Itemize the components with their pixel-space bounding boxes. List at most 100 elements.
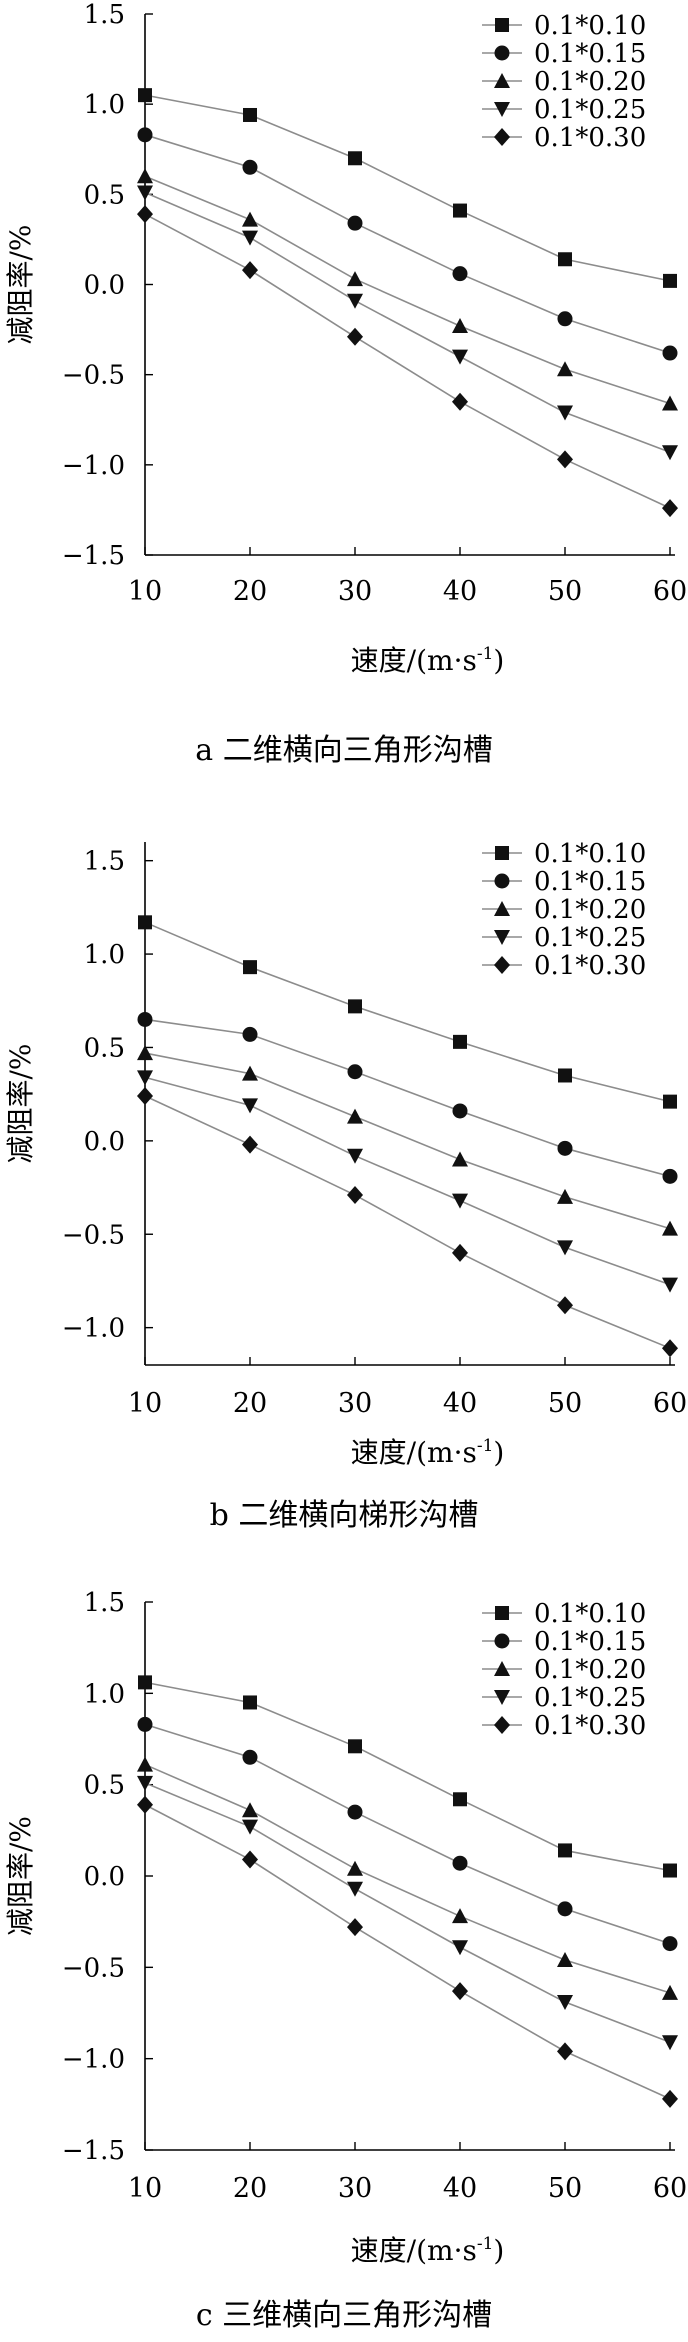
data-point <box>452 1193 468 1209</box>
series-line <box>144 1681 671 1872</box>
x-tick-label: 30 <box>338 576 372 607</box>
data-point <box>452 317 468 333</box>
legend-item: 0.1*0.10 <box>482 1599 646 1629</box>
data-point <box>452 1243 468 1262</box>
data-point <box>558 1068 572 1083</box>
data-point <box>662 1339 678 1358</box>
data-point <box>453 1792 467 1807</box>
series-line <box>144 1782 671 2043</box>
y-tick-label: 0.5 <box>84 1771 125 1801</box>
legend-label: 0.1*0.10 <box>534 1599 646 1629</box>
data-point <box>348 1739 362 1754</box>
data-point <box>452 1908 468 1924</box>
x-tick-label: 50 <box>548 1388 582 1419</box>
data-point <box>137 127 153 143</box>
y-axis-label: 减阻率/% <box>4 1816 37 1936</box>
data-point <box>347 1804 363 1820</box>
x-tick-label: 10 <box>128 576 162 607</box>
series-line <box>144 175 671 405</box>
data-point <box>347 1064 363 1080</box>
data-point <box>348 999 362 1014</box>
series-line <box>144 1763 671 1994</box>
data-point <box>453 1034 467 1049</box>
data-point <box>137 1795 153 1814</box>
legend-marker <box>494 1633 510 1649</box>
series-5 <box>137 1087 678 1358</box>
data-point <box>242 1098 258 1114</box>
data-point <box>242 1135 258 1154</box>
data-point <box>347 1186 363 1205</box>
legend-item: 0.1*0.10 <box>482 11 646 41</box>
series-5 <box>137 205 678 518</box>
legend: 0.1*0.100.1*0.150.1*0.200.1*0.250.1*0.30 <box>482 839 646 981</box>
x-axis-label-sup: -1 <box>477 1436 494 1456</box>
x-tick-label: 20 <box>233 2173 267 2204</box>
legend-label: 0.1*0.10 <box>534 11 646 41</box>
y-tick-label: 1.0 <box>84 90 125 120</box>
series-5 <box>137 1795 678 2108</box>
data-point <box>138 1675 152 1690</box>
data-point <box>662 1277 678 1293</box>
legend-item: 0.1*0.30 <box>482 123 646 153</box>
data-point <box>347 1148 363 1164</box>
legend-marker <box>494 1661 510 1676</box>
x-tick-label: 60 <box>653 576 687 607</box>
data-point <box>662 499 678 518</box>
y-tick-label: 1.5 <box>84 1588 125 1618</box>
data-point <box>347 327 363 346</box>
series-line <box>144 921 671 1103</box>
data-point <box>242 211 258 227</box>
series-3 <box>137 1045 678 1236</box>
data-point <box>557 1140 573 1156</box>
legend-item: 0.1*0.30 <box>482 1711 646 1741</box>
legend-marker <box>494 73 510 88</box>
data-point <box>557 2042 573 2061</box>
series-line <box>144 1052 671 1230</box>
series-line <box>144 191 671 453</box>
chart-b-plot: 1.5 1.0 0.5 0.0 −0.5 −1.0 10 20 30 40 50 60 速度/(m·s-… <box>4 839 687 1469</box>
series-line <box>144 94 671 282</box>
chart-panel-b: 1.5 1.0 0.5 0.0 −0.5 −1.0 10 20 30 40 50 60 速度/(m·s-… <box>0 820 688 1540</box>
y-axis-label: 减阻率/% <box>4 1043 37 1163</box>
data-point <box>242 261 258 280</box>
data-point <box>138 88 152 103</box>
legend-marker <box>494 1716 510 1734</box>
legend-marker <box>494 1690 510 1705</box>
x-tick-label: 40 <box>443 2173 477 2204</box>
x-axis-label-main: 速度/(m·s <box>351 644 477 677</box>
data-point <box>347 1881 363 1897</box>
data-point <box>242 159 258 175</box>
data-point <box>452 1103 468 1119</box>
data-point <box>557 405 573 421</box>
data-point <box>662 445 678 461</box>
data-point <box>347 1918 363 1937</box>
data-point <box>662 1220 678 1236</box>
y-tick-label: −1.0 <box>62 451 125 481</box>
y-tick-label: −0.5 <box>62 1220 125 1250</box>
data-point <box>557 311 573 327</box>
data-point <box>347 293 363 309</box>
legend-label: 0.1*0.20 <box>534 67 646 97</box>
series-1 <box>138 1675 677 1878</box>
data-point <box>243 107 257 122</box>
x-tick-label: 30 <box>338 2173 372 2204</box>
legend-item: 0.1*0.15 <box>482 1627 646 1657</box>
series-4 <box>137 1775 678 2051</box>
x-tick-label: 50 <box>548 576 582 607</box>
x-axis-label-close: ) <box>493 2234 504 2267</box>
y-tick-label: −0.5 <box>62 361 125 391</box>
series-1 <box>138 915 677 1109</box>
data-point <box>137 1011 153 1027</box>
x-tick-label: 60 <box>653 2173 687 2204</box>
data-point <box>557 1240 573 1256</box>
series-line <box>144 1095 671 1349</box>
legend-label: 0.1*0.20 <box>534 1655 646 1685</box>
data-point <box>558 1843 572 1858</box>
legend-label: 0.1*0.15 <box>534 39 646 69</box>
data-point <box>452 266 468 282</box>
chart-a-plot: 1.5 1.0 0.5 0.0 −0.5 −1.0 −1.510 20 30 40 50 60 速度/(… <box>4 0 687 677</box>
legend-marker <box>494 45 510 61</box>
data-point <box>557 361 573 377</box>
legend-item: 0.1*0.15 <box>482 867 646 897</box>
data-point <box>347 1108 363 1124</box>
